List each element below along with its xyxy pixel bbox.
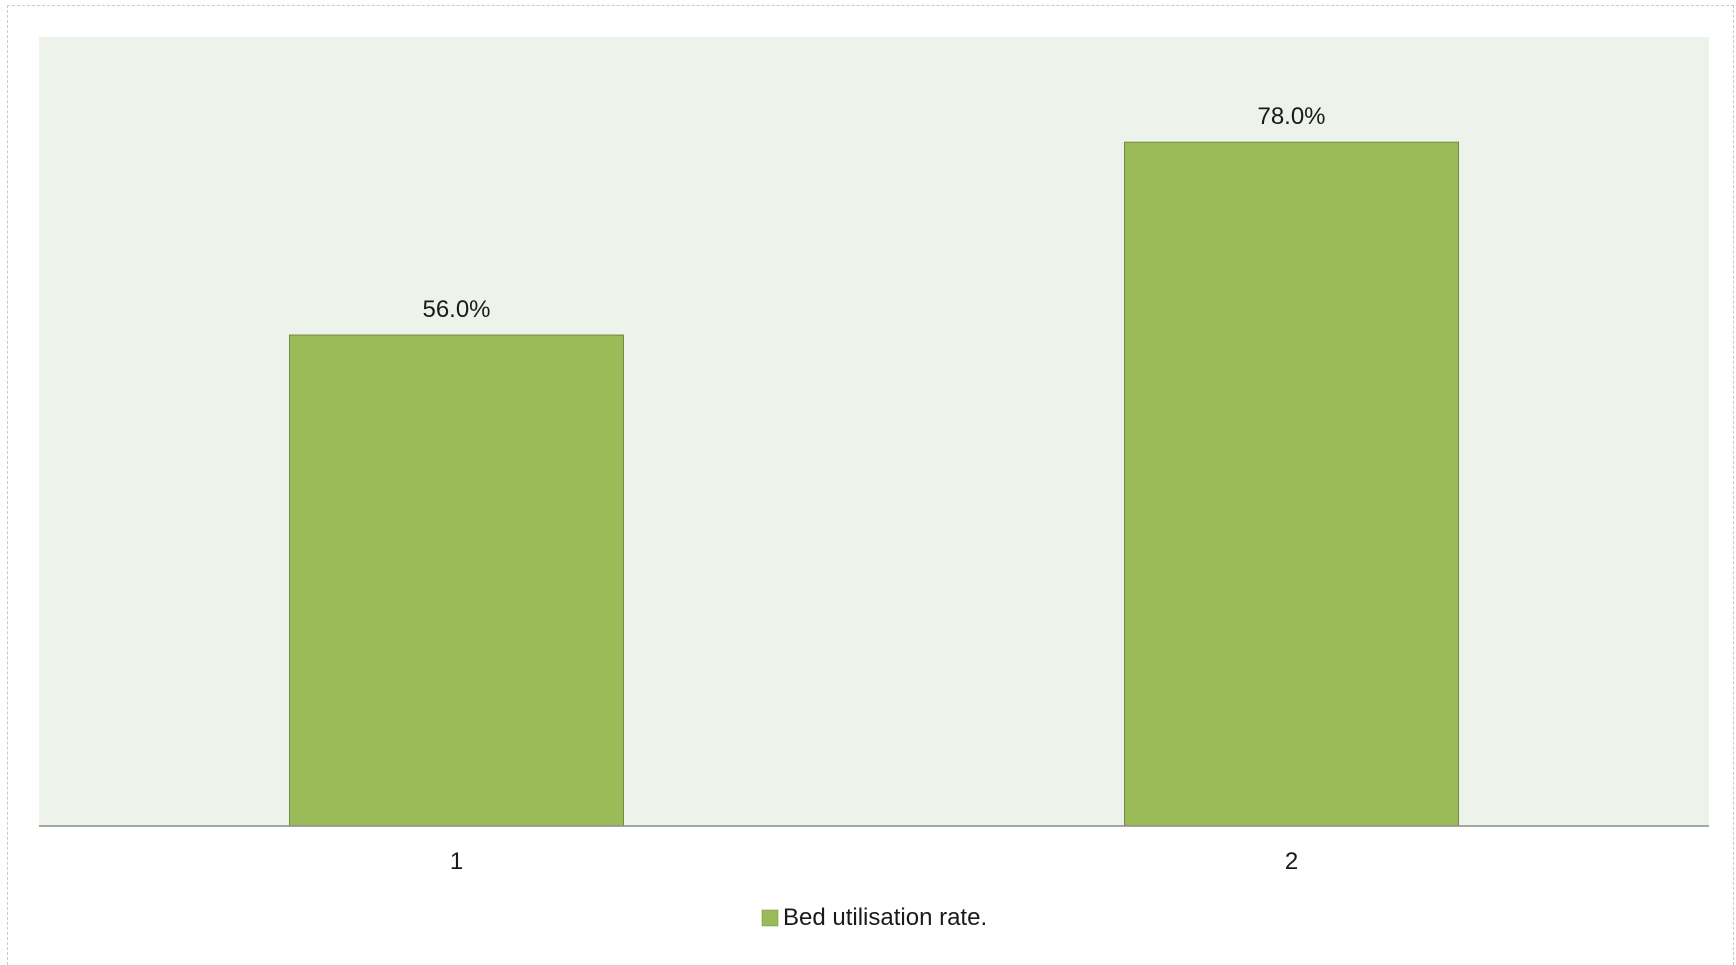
bars-layer (289, 141, 1459, 827)
data-label-1: 56.0% (422, 296, 490, 323)
bar-1 (289, 334, 624, 827)
x-tick-label-1: 1 (450, 848, 463, 875)
x-tick-label-2: 2 (1285, 848, 1298, 875)
legend: Bed utilisation rate. (761, 904, 987, 931)
chart-frame (7, 5, 1734, 965)
legend-swatch (761, 909, 779, 927)
data-label-2: 78.0% (1257, 103, 1325, 130)
data-labels-layer: 56.0% 78.0% (422, 103, 1325, 323)
legend-label: Bed utilisation rate. (783, 904, 987, 931)
bar-2 (1124, 141, 1459, 827)
